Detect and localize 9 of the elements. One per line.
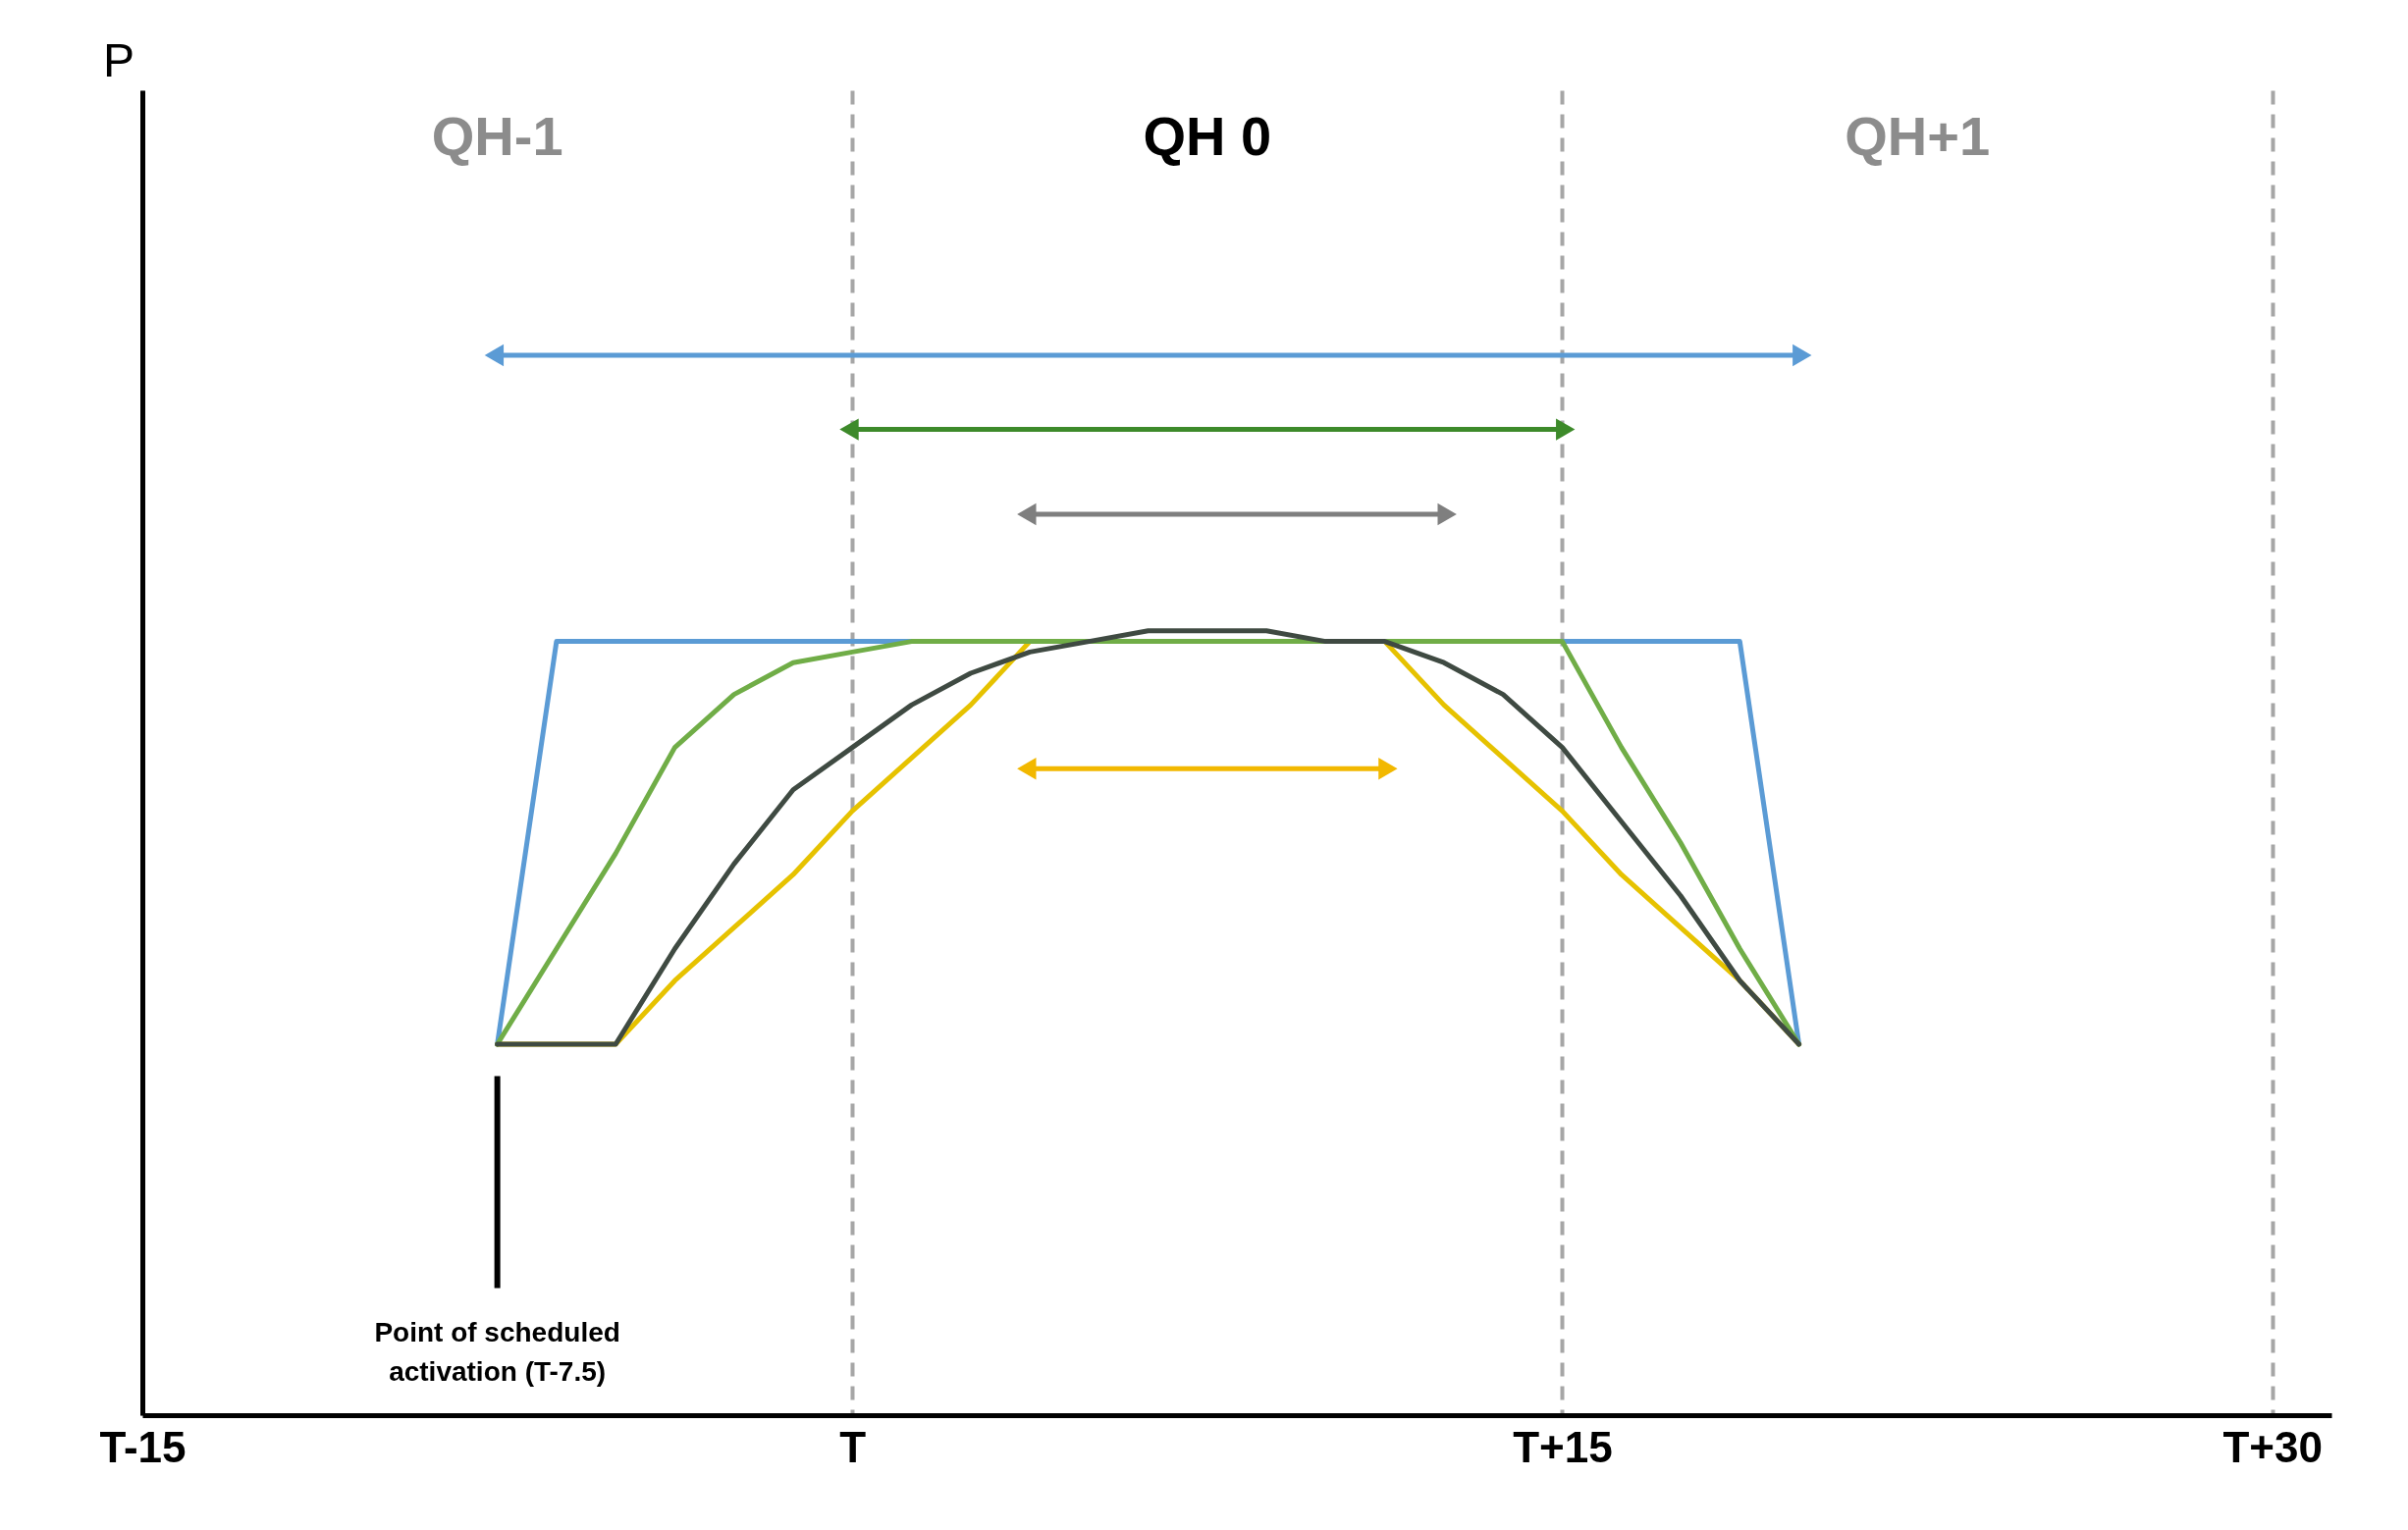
text: QH-1 (431, 104, 563, 167)
text: QH 0 (1143, 104, 1272, 167)
text: P (102, 34, 134, 86)
annotation: Point of scheduled activation (T-7.5) (374, 1316, 620, 1387)
x-tick-label: T-15 (99, 1422, 187, 1471)
text: QH+1 (1845, 104, 1991, 167)
x-tick-label: T (839, 1422, 867, 1471)
x-tick-label: T+15 (1513, 1422, 1613, 1471)
x-tick-label: T+30 (2222, 1422, 2323, 1471)
